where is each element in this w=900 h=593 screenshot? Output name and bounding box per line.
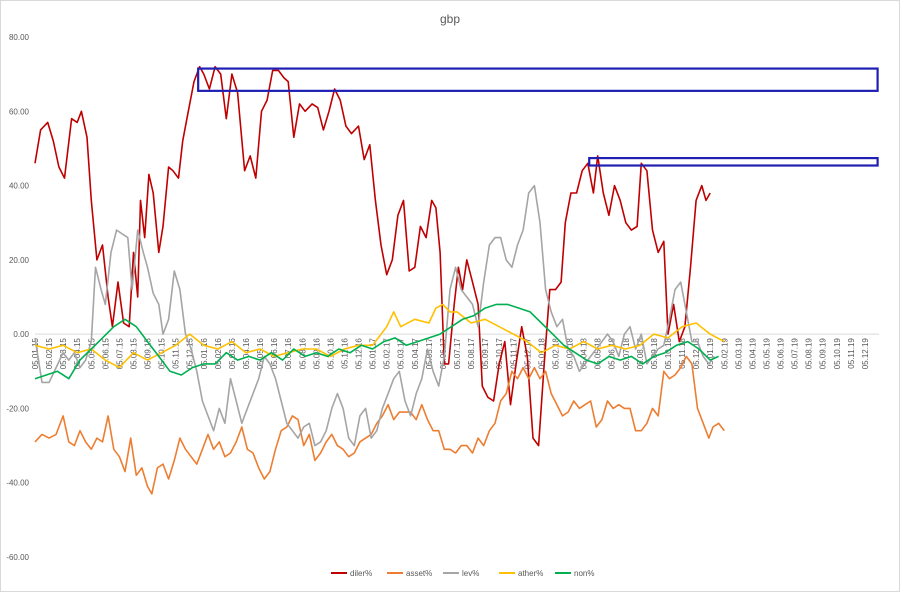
x-tick-label: 05.01.19 xyxy=(706,338,715,370)
y-axis-labels: 80.00 60.00 40.00 20.00 0.00 -20.00 -40.00 -60.… xyxy=(6,33,29,562)
x-tick-label: 05.08.16 xyxy=(298,338,307,370)
x-tick-label: 05.04.19 xyxy=(748,338,757,370)
x-tick-label: 05.02.19 xyxy=(720,338,729,370)
x-tick-label: 05.06.15 xyxy=(101,338,110,370)
series-line-diler xyxy=(34,65,711,447)
x-axis-labels: 05.01.15 05.02.15 05.03.15 05.04.15 05.05.15… xyxy=(31,338,870,370)
series-line-asset xyxy=(34,355,725,495)
x-tick-label: 05.06.19 xyxy=(777,338,786,370)
x-tick-label: 05.06.16 xyxy=(270,338,279,370)
x-tick-label: 05.02.16 xyxy=(214,338,223,370)
x-tick-label: 05.10.17 xyxy=(495,338,504,370)
x-tick-label: 05.05.19 xyxy=(762,338,771,370)
x-tick-label: 05.11.15 xyxy=(172,338,181,369)
x-tick-label: 05.11.17 xyxy=(509,338,518,369)
x-tick-label: 05.03.19 xyxy=(734,338,743,370)
series-layer xyxy=(34,65,725,495)
x-tick-label: 05.09.19 xyxy=(819,338,828,370)
x-tick-label: 05.04.15 xyxy=(73,338,82,370)
highlight-box xyxy=(197,67,879,92)
x-tick-label: 05.08.17 xyxy=(467,338,476,370)
legend-label: ather% xyxy=(518,569,543,578)
x-tick-label: 05.01.15 xyxy=(31,338,40,370)
x-tick-label: 05.07.18 xyxy=(622,338,631,370)
y-tick-label: 20.00 xyxy=(9,256,30,265)
series-line-non xyxy=(34,303,719,380)
x-tick-label: 05.03.17 xyxy=(397,338,406,370)
x-tick-label: 05.01.17 xyxy=(369,338,378,370)
y-tick-label: 60.00 xyxy=(9,107,30,116)
x-tick-label: 05.12.18 xyxy=(692,338,701,370)
x-tick-label: 05.09.15 xyxy=(144,338,153,370)
x-tick-label: 05.04.17 xyxy=(411,338,420,370)
x-tick-label: 05.05.15 xyxy=(87,338,96,370)
y-tick-label: 40.00 xyxy=(9,182,30,191)
x-tick-label: 05.10.19 xyxy=(833,338,842,370)
y-tick-label: 80.00 xyxy=(9,33,30,42)
x-tick-label: 05.12.16 xyxy=(355,338,364,370)
x-tick-label: 05.04.16 xyxy=(242,338,251,370)
x-tick-label: 05.02.15 xyxy=(45,338,54,370)
x-tick-label: 05.11.18 xyxy=(678,338,687,369)
legend-label: non% xyxy=(574,569,594,578)
legend-label: asset% xyxy=(406,569,432,578)
x-tick-label: 05.01.18 xyxy=(537,338,546,370)
legend-label: lev% xyxy=(462,569,479,578)
y-tick-label: -40.00 xyxy=(6,479,29,488)
x-tick-label: 05.07.19 xyxy=(791,338,800,370)
x-tick-label: 05.06.18 xyxy=(608,338,617,370)
y-tick-label: -60.00 xyxy=(6,553,29,562)
x-tick-label: 05.05.16 xyxy=(256,338,265,370)
x-tick-label: 05.02.18 xyxy=(551,338,560,370)
x-tick-label: 05.12.17 xyxy=(523,338,532,370)
x-tick-label: 05.04.18 xyxy=(580,338,589,370)
x-tick-label: 05.12.15 xyxy=(186,338,195,370)
y-tick-label: 0.00 xyxy=(13,330,29,339)
legend: diler% asset% lev% ather% non% xyxy=(331,569,594,578)
x-tick-label: 05.07.17 xyxy=(453,338,462,370)
x-tick-label: 05.12.19 xyxy=(861,338,870,370)
x-tick-label: 05.09.17 xyxy=(481,338,490,370)
x-tick-label: 05.02.17 xyxy=(383,338,392,370)
legend-label: diler% xyxy=(350,569,372,578)
y-tick-label: -20.00 xyxy=(6,404,29,413)
x-tick-label: 05.03.18 xyxy=(566,338,575,370)
x-tick-label: 05.10.18 xyxy=(664,338,673,370)
x-tick-label: 05.08.18 xyxy=(636,338,645,370)
x-tick-label: 05.07.15 xyxy=(115,338,124,370)
x-tick-label: 05.01.16 xyxy=(200,338,209,370)
x-tick-label: 05.08.19 xyxy=(805,338,814,370)
highlight-box xyxy=(588,156,879,167)
x-tick-label: 05.10.15 xyxy=(158,338,167,370)
series-line-lev xyxy=(34,184,716,447)
x-tick-label: 05.11.16 xyxy=(340,338,349,369)
x-tick-label: 05.11.19 xyxy=(847,338,856,369)
x-tick-label: 05.05.18 xyxy=(594,338,603,370)
annotation-layer xyxy=(197,67,879,167)
chart-title: gbp xyxy=(440,12,460,26)
x-tick-label: 05.03.16 xyxy=(228,338,237,370)
